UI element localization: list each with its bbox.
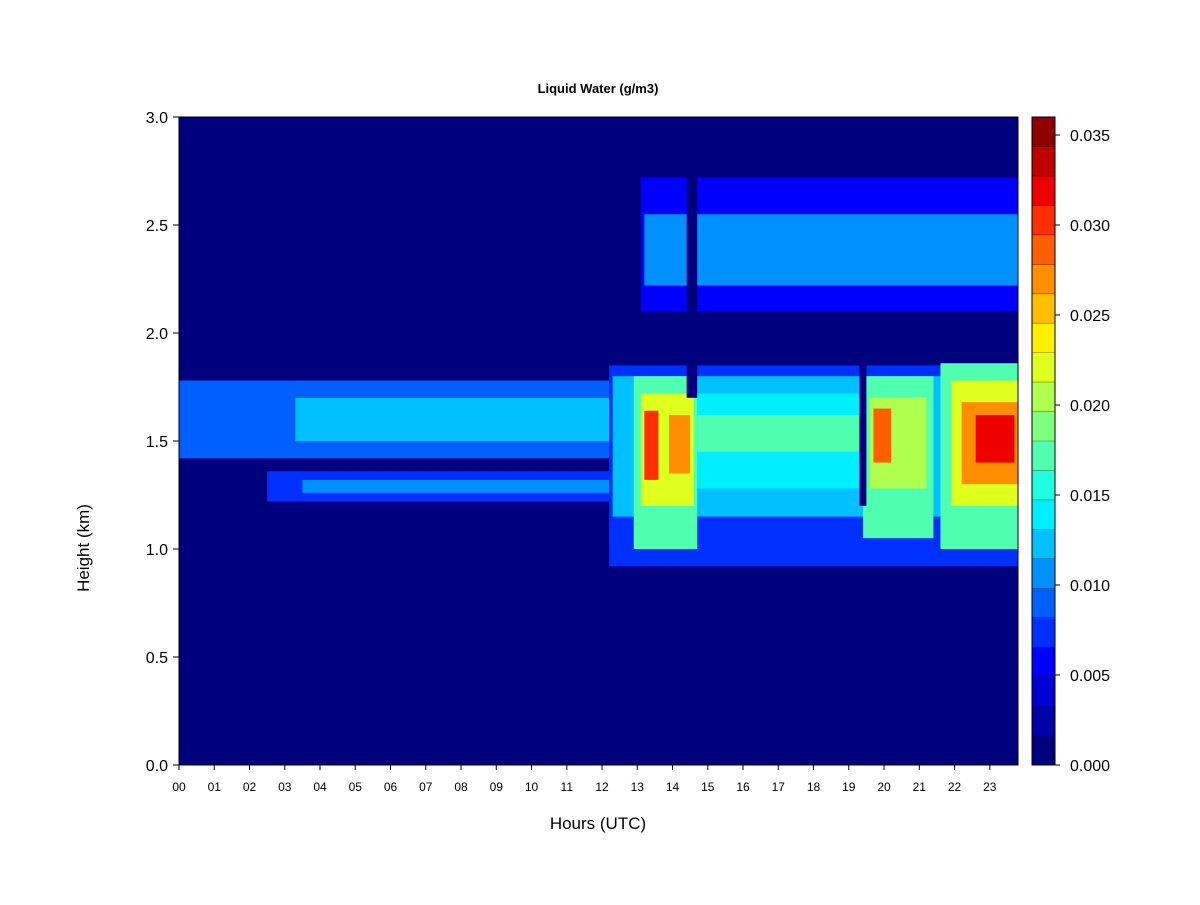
colorbar-tick-label: 0.000 — [1070, 758, 1110, 775]
y-tick-label: 2.5 — [146, 218, 168, 235]
colorbar-segment — [1032, 323, 1055, 354]
x-tick-label: 01 — [208, 780, 222, 794]
x-tick-label: 17 — [772, 780, 786, 794]
y-axis: 0.0 0.5 1.0 1.5 2.0 2.5 3.0 — [146, 110, 179, 775]
x-tick-label: 15 — [701, 780, 715, 794]
y-tick-label: 2.0 — [146, 326, 168, 343]
colorbar-segment — [1032, 676, 1055, 707]
x-tick-label: 08 — [454, 780, 468, 794]
colorbar-tick-label: 0.005 — [1070, 668, 1110, 685]
heatmap-cell — [295, 397, 610, 441]
colorbar-segment — [1032, 293, 1055, 324]
heatmap-cell — [975, 415, 1015, 463]
colorbar-segment — [1032, 470, 1055, 501]
colorbar-segment — [1032, 382, 1055, 413]
colorbar-segment — [1032, 647, 1055, 678]
x-axis: 00 01 02 03 04 05 06 07 08 09 10 11 12 13 14 15 16 17 18 19… — [172, 765, 997, 794]
colorbar-tick-label: 0.030 — [1070, 218, 1110, 235]
x-tick-label: 05 — [349, 780, 363, 794]
heatmap-gap — [686, 177, 698, 398]
colorbar-segment — [1032, 499, 1055, 530]
colorbar-segment — [1032, 117, 1055, 147]
x-tick-label: 18 — [807, 780, 821, 794]
colorbar-segment — [1032, 264, 1055, 295]
y-tick-label: 0.0 — [146, 758, 168, 775]
x-tick-label: 03 — [278, 780, 292, 794]
colorbar-tick-label: 0.010 — [1070, 578, 1110, 595]
x-tick-label: 22 — [948, 780, 962, 794]
x-axis-label: Hours (UTC) — [550, 814, 646, 833]
x-tick-label: 16 — [736, 780, 750, 794]
colorbar-segment — [1032, 706, 1055, 737]
colorbar-segment — [1032, 352, 1055, 383]
colorbar-tick-label: 0.015 — [1070, 488, 1110, 505]
x-tick-label: 12 — [595, 780, 609, 794]
colorbar-segment — [1032, 205, 1055, 236]
y-tick-label: 1.0 — [146, 542, 168, 559]
heatmap-cell — [873, 408, 892, 463]
x-tick-label: 20 — [877, 780, 891, 794]
heatmap-cell — [669, 415, 691, 474]
colorbar-segment — [1032, 617, 1055, 648]
x-tick-label: 21 — [913, 780, 927, 794]
colorbar-tick-label: 0.025 — [1070, 308, 1110, 325]
x-tick-label: 23 — [983, 780, 997, 794]
y-tick-label: 1.5 — [146, 434, 168, 451]
colorbar-segment — [1032, 146, 1055, 177]
colorbar-segment — [1032, 588, 1055, 619]
colorbar-segment — [1032, 529, 1055, 560]
y-tick-label: 0.5 — [146, 650, 168, 667]
x-tick-label: 09 — [490, 780, 504, 794]
colorbar-segment — [1032, 441, 1055, 471]
colorbar — [1032, 117, 1055, 766]
y-tick-label: 3.0 — [146, 110, 168, 127]
x-tick-label: 19 — [842, 780, 856, 794]
x-tick-label: 06 — [384, 780, 398, 794]
colorbar-segment — [1032, 175, 1055, 206]
colorbar-axis: 0.000 0.005 0.010 0.015 0.020 0.025 0.030 0.035 — [1032, 128, 1110, 775]
heatmap-cell — [644, 410, 659, 480]
x-tick-label: 02 — [243, 780, 257, 794]
colorbar-segment — [1032, 234, 1055, 265]
y-axis-label: Height (km) — [74, 504, 93, 592]
colorbar-segment — [1032, 735, 1055, 766]
x-tick-label: 07 — [419, 780, 433, 794]
heatmap-cell — [697, 415, 863, 452]
colorbar-tick-label: 0.035 — [1070, 128, 1110, 145]
plot-area — [179, 117, 1018, 765]
colorbar-segment — [1032, 411, 1055, 442]
x-tick-label: 10 — [525, 780, 539, 794]
chart-title: Liquid Water (g/m3) — [538, 81, 659, 96]
colorbar-segment — [1032, 558, 1055, 589]
x-tick-label: 13 — [631, 780, 645, 794]
colorbar-tick-label: 0.020 — [1070, 398, 1110, 415]
heatmap-gap — [859, 333, 867, 506]
x-tick-label: 04 — [313, 780, 327, 794]
x-tick-label: 14 — [666, 780, 680, 794]
heatmap-cell — [644, 214, 1018, 286]
x-tick-label: 00 — [172, 780, 186, 794]
x-tick-label: 11 — [561, 780, 574, 794]
heatmap-cell — [302, 479, 610, 493]
